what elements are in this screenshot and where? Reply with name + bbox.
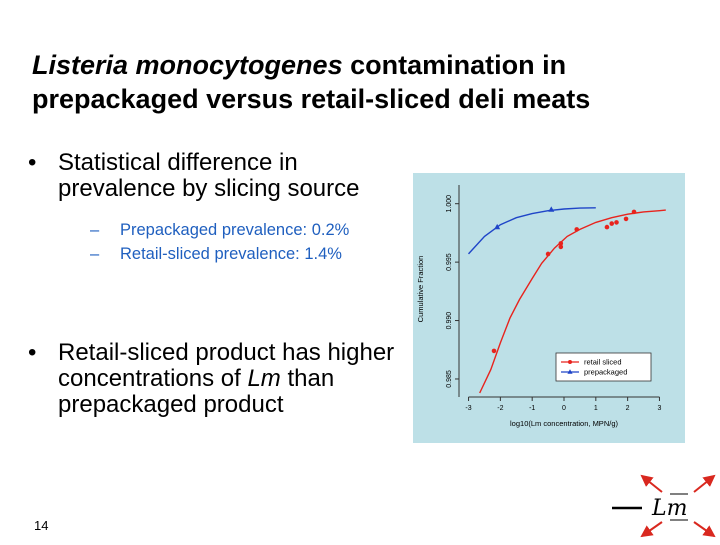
sub-bullet-list: – Prepackaged prevalence: 0.2% – Retail-sl… — [58, 218, 388, 266]
x-tick-label: -3 — [465, 405, 471, 412]
logo-arrow — [640, 521, 663, 538]
bullet-concentration: • Retail-sliced product has higher conce… — [28, 340, 418, 418]
y-tick-label: 1.000 — [446, 195, 453, 213]
data-point-retail-sliced — [614, 220, 619, 225]
x-tick-label: 2 — [626, 405, 630, 412]
x-axis-label: log10(Lm concentration, MPN/g) — [510, 419, 618, 428]
lm-logo: Lm — [612, 470, 720, 540]
data-point-retail-sliced — [558, 241, 564, 246]
legend-marker-prepackaged — [567, 369, 573, 374]
data-point-prepackaged — [548, 206, 555, 212]
logo-arrow — [693, 474, 716, 493]
x-tick-label: 0 — [562, 405, 566, 412]
bullet-prevalence: • Statistical difference in prevalence b… — [28, 150, 388, 266]
bullet-concentration-lm: Lm — [247, 365, 281, 392]
y-tick-label: 0.995 — [446, 253, 453, 271]
title-text: contamination in prepackaged versus reta… — [32, 50, 591, 114]
bullet-concentration-text-b: than prepackaged product — [58, 365, 335, 418]
lm-logo-graphic: Lm — [612, 474, 716, 538]
y-axis-label: Cumulative Fraction — [416, 256, 425, 323]
y-tick-label: 0.985 — [446, 370, 453, 388]
legend-label: prepackaged — [584, 368, 627, 377]
bullet-list: • Statistical difference in prevalence b… — [28, 150, 388, 266]
bullet-marker: • — [28, 149, 37, 176]
data-point-retail-sliced — [609, 221, 615, 226]
legend-label: retail sliced — [584, 358, 622, 367]
data-point-retail-sliced — [558, 244, 564, 250]
data-point-retail-sliced — [545, 251, 551, 257]
x-tick-label: 3 — [658, 405, 662, 412]
dash-marker: – — [90, 245, 100, 263]
cumulative-fraction-chart: -3 -2 -1 0 1 2 3 0.985 0.990 0.995 1.000 log10(Lm c… — [413, 173, 685, 443]
data-point-retail-sliced — [604, 224, 610, 230]
series-line-prepackaged — [467, 207, 596, 255]
data-point-retail-sliced — [574, 227, 580, 232]
data-point-retail-sliced — [631, 209, 637, 215]
x-tick-label: -1 — [529, 405, 535, 412]
sub-bullet-prepackaged-text: Prepackaged prevalence: 0.2% — [120, 221, 350, 239]
x-tick-label: 1 — [594, 405, 598, 412]
logo-arrow — [693, 521, 716, 538]
bullet-concentration-text-a: Retail-sliced product has higher concent… — [58, 339, 395, 392]
slide-title: Listeria monocytogenes contamination in … — [32, 48, 692, 116]
sub-bullet-retail: – Retail-sliced prevalence: 1.4% — [58, 242, 388, 266]
title-organism: Listeria monocytogenes — [32, 50, 343, 80]
x-tick-label: -2 — [497, 405, 503, 412]
page-number: 14 — [34, 518, 49, 533]
chart-legend — [555, 352, 652, 382]
data-point-prepackaged — [494, 223, 501, 230]
bullet-prevalence-text: Statistical difference in prevalence by … — [58, 149, 360, 202]
legend-marker-retail-sliced — [568, 360, 572, 364]
sub-bullet-prepackaged: – Prepackaged prevalence: 0.2% — [58, 218, 388, 242]
bullet-marker: • — [28, 339, 37, 366]
data-point-retail-sliced — [623, 216, 629, 222]
logo-text: Lm — [651, 496, 687, 521]
dash-marker: – — [90, 221, 100, 239]
logo-arrow — [640, 474, 663, 493]
y-tick-label: 0.990 — [446, 312, 453, 330]
sub-bullet-retail-text: Retail-sliced prevalence: 1.4% — [120, 245, 342, 263]
data-point-retail-sliced — [491, 348, 497, 354]
chart-svg: -3 -2 -1 0 1 2 3 0.985 0.990 0.995 1.000 log10(Lm c… — [416, 185, 666, 428]
